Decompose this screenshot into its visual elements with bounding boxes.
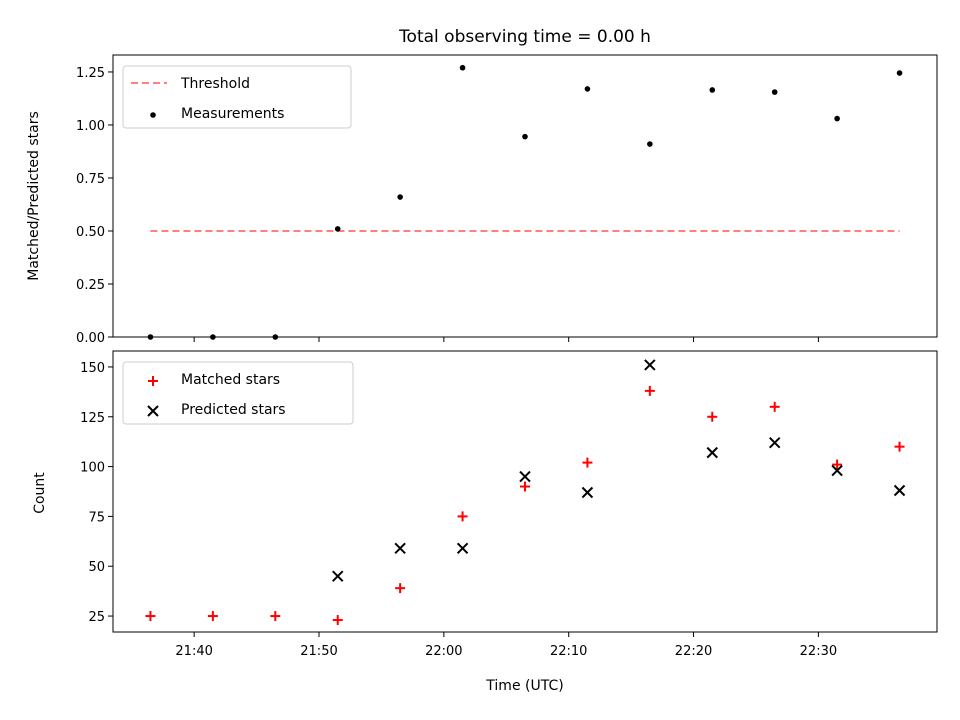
bottom-matched-stars-point xyxy=(707,411,718,422)
bottom-matched-stars-point xyxy=(769,401,780,412)
bottom-matched-stars-point xyxy=(894,441,905,452)
bottom-matched-stars-point xyxy=(270,611,281,622)
bottom-legend-predicted-stars-swatch-b xyxy=(147,405,159,417)
bottom-y-tick-label: 125 xyxy=(80,411,105,426)
bottom-y-tick-label: 25 xyxy=(88,610,105,625)
bottom-matched-stars-point xyxy=(582,457,593,468)
top-measurements-point xyxy=(522,133,528,140)
bottom-y-tick-label: 150 xyxy=(80,361,105,376)
top-legend-threshold-label: Threshold xyxy=(180,76,250,92)
x-tick-label: 21:50 xyxy=(300,644,337,659)
bottom-predicted-stars-point-b xyxy=(394,542,406,555)
bottom-predicted-stars-point-b xyxy=(519,470,531,483)
x-tick-label: 22:20 xyxy=(675,644,712,659)
bottom-legend: Matched stars Predicted stars xyxy=(122,361,354,425)
top-legend-box xyxy=(122,65,352,129)
bottom-predicted-stars-point xyxy=(644,359,656,371)
bottom-matched-stars-point xyxy=(332,615,343,626)
bottom-matched-stars-point xyxy=(457,511,468,522)
top-measurements-point xyxy=(647,141,653,147)
bottom-legend-matched-stars-label: Matched stars xyxy=(181,372,280,388)
bottom-panel: 25 50 75 100 125 150 21:40 21:50 22:00 22:10 22:20… xyxy=(80,350,938,659)
bottom-predicted-stars-point xyxy=(394,542,406,555)
bottom-predicted-stars-point xyxy=(893,484,906,497)
top-measurements-point xyxy=(397,194,403,200)
top-y-tick-label: 0.50 xyxy=(76,225,105,240)
top-measurements-point xyxy=(709,87,716,93)
top-legend-measurements-label: Measurements xyxy=(181,106,284,122)
top-measurements-point xyxy=(334,226,341,232)
x-axis-label: Time (UTC) xyxy=(485,678,563,694)
top-y-tick-label: 0.00 xyxy=(76,331,105,346)
top-y-tick-label: 1.25 xyxy=(76,66,105,81)
top-y-tick-label: 0.25 xyxy=(76,278,105,293)
bottom-predicted-stars-point-b xyxy=(644,359,656,371)
x-tick-label: 21:40 xyxy=(175,644,212,659)
bottom-legend-predicted-stars-swatch xyxy=(147,405,159,417)
bottom-predicted-stars-point-b xyxy=(893,484,906,497)
bottom-predicted-stars-point xyxy=(519,470,531,483)
top-legend: Threshold Measurements xyxy=(122,65,352,129)
bottom-predicted-stars-point xyxy=(581,486,594,499)
top-measurements-point xyxy=(896,70,903,76)
bottom-y-tick-label: 75 xyxy=(88,510,105,525)
bottom-predicted-stars-point-b xyxy=(332,570,344,582)
bottom-y-axis-label: Count xyxy=(32,472,48,514)
bottom-predicted-stars-point-b xyxy=(831,464,843,477)
bottom-matched-stars-point xyxy=(395,583,406,594)
x-tick-label: 22:00 xyxy=(425,644,462,659)
top-y-tick-label: 1.00 xyxy=(76,119,105,134)
top-measurements-point xyxy=(584,86,591,92)
x-tick-label: 22:30 xyxy=(800,644,837,659)
bottom-axes-frame xyxy=(112,350,938,633)
bottom-y-tick-label: 50 xyxy=(88,560,105,575)
x-tick-label: 22:10 xyxy=(550,644,587,659)
bottom-matched-stars-point xyxy=(520,481,530,492)
bottom-legend-box xyxy=(122,361,354,425)
bottom-predicted-stars-point xyxy=(831,464,843,477)
top-panel: 0.00 0.25 0.50 0.75 1.00 1.25 Threshold Measure… xyxy=(76,54,938,346)
top-measurements-point xyxy=(771,89,778,95)
bottom-legend-predicted-stars-label: Predicted stars xyxy=(181,402,286,418)
bottom-predicted-stars-point-b xyxy=(581,486,594,499)
top-measurements-point xyxy=(834,115,840,122)
bottom-predicted-stars-point xyxy=(332,570,344,582)
top-y-tick-label: 0.75 xyxy=(76,172,105,187)
bottom-predicted-stars-point xyxy=(706,446,718,459)
top-legend-measurements-swatch xyxy=(150,112,156,118)
bottom-matched-stars-point xyxy=(207,611,218,622)
bottom-predicted-stars-point-b xyxy=(706,446,718,459)
bottom-matched-stars-point xyxy=(644,385,655,396)
top-axes-frame xyxy=(112,54,938,338)
bottom-legend-matched-stars-swatch xyxy=(148,376,158,386)
top-measurements-point xyxy=(459,64,466,71)
bottom-predicted-stars-point-b xyxy=(456,542,469,555)
bottom-predicted-stars-point xyxy=(456,542,469,555)
bottom-matched-stars-point xyxy=(832,459,843,470)
bottom-y-tick-label: 100 xyxy=(80,461,105,476)
bottom-predicted-stars-point-b xyxy=(768,436,781,449)
bottom-matched-stars-point xyxy=(145,611,156,622)
top-y-axis-label: Matched/Predicted stars xyxy=(26,111,42,281)
chart-title: Total observing time = 0.00 h xyxy=(398,27,651,47)
bottom-predicted-stars-point xyxy=(768,436,781,449)
